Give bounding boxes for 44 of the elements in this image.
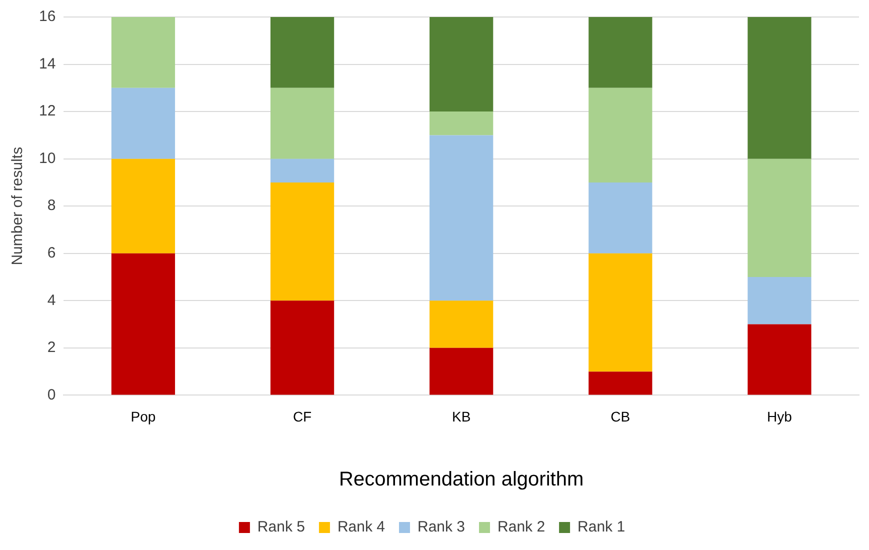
bar — [588, 182, 652, 254]
bar — [111, 17, 176, 88]
x-axis-title: Recommendation algorithm — [339, 468, 584, 491]
y-tick-label: 6 — [47, 244, 56, 262]
bar — [748, 17, 812, 159]
legend-label: Rank 3 — [417, 518, 466, 536]
bar — [748, 324, 812, 395]
bar — [588, 372, 652, 395]
bar — [111, 253, 176, 395]
x-tick-label: KB — [452, 408, 471, 424]
y-tick-label: 14 — [38, 55, 56, 72]
y-tick-label: 8 — [47, 197, 56, 214]
legend-label: Rank 2 — [498, 518, 546, 536]
bar — [270, 158, 334, 182]
bar — [270, 88, 334, 159]
y-tick-label: 10 — [38, 150, 56, 167]
x-tick-label: CB — [610, 408, 630, 424]
bar — [111, 158, 176, 254]
y-tick-label: 0 — [47, 386, 56, 404]
y-axis-title: Number of results — [9, 146, 26, 266]
bar — [430, 135, 494, 301]
bar — [588, 253, 652, 372]
y-tick-label: 12 — [38, 102, 56, 120]
bar — [430, 348, 494, 395]
bar — [111, 88, 176, 159]
bar — [430, 112, 494, 136]
x-tick-label: CF — [292, 408, 312, 424]
y-tick-label: 16 — [38, 8, 56, 26]
y-tick-label: 2 — [47, 339, 56, 356]
bar — [588, 88, 652, 182]
bar — [748, 277, 812, 324]
legend-label: Rank 1 — [578, 518, 626, 536]
legend-label: Rank 5 — [257, 518, 305, 536]
bar — [270, 300, 334, 395]
bar — [430, 17, 494, 112]
bar — [588, 17, 652, 88]
x-tick-label: Pop — [130, 408, 156, 424]
x-tick-label: Hyb — [767, 408, 792, 424]
bar — [270, 17, 334, 88]
bar — [748, 158, 812, 278]
bar — [270, 182, 334, 301]
bar — [430, 300, 494, 348]
y-tick-label: 4 — [47, 292, 56, 309]
legend-label: Rank 4 — [337, 518, 385, 536]
